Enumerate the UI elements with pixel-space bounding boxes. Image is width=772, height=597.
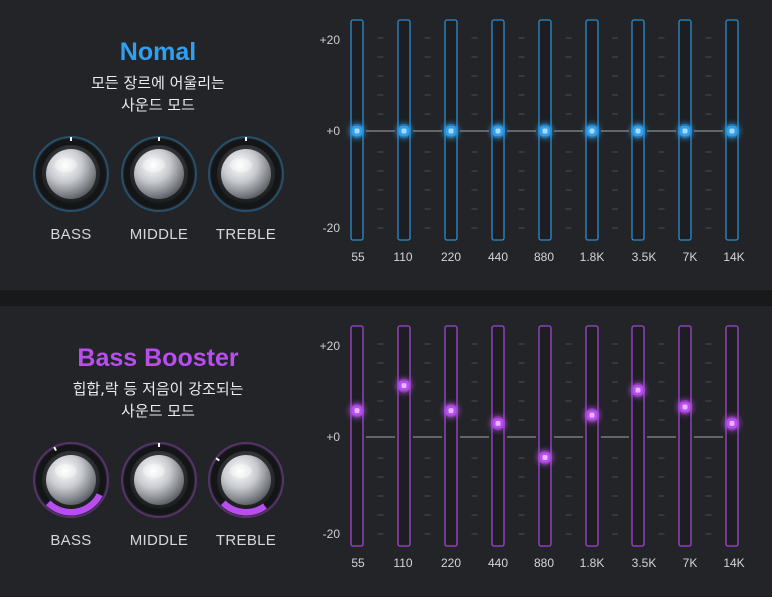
knob-cap xyxy=(221,149,271,199)
treble-knob[interactable] xyxy=(206,134,286,214)
freq-label: 3.5K xyxy=(631,556,657,570)
treble-knob[interactable] xyxy=(206,440,286,520)
freq-label: 220 xyxy=(440,250,462,264)
section-divider xyxy=(0,290,772,306)
eq-slider-handle-core xyxy=(635,128,641,134)
bass-knob[interactable] xyxy=(31,134,111,214)
freq-label: 440 xyxy=(487,556,509,570)
db-label-zero: +0 xyxy=(326,430,340,444)
knob-highlight xyxy=(143,464,165,478)
freq-label: 880 xyxy=(533,250,555,264)
eq-slider-handle-core xyxy=(682,128,688,134)
db-label-min: -20 xyxy=(322,527,340,541)
freq-label: 110 xyxy=(393,250,413,264)
freq-label: 440 xyxy=(487,250,509,264)
equalizer: +20 +0 -20 55 110 220 440 880 1.8K 3.5K … xyxy=(300,306,772,596)
bass-knob[interactable] xyxy=(31,440,111,520)
equalizer: +20 +0 -20 55 110 220 440 880 1.8K 3.5K … xyxy=(300,0,772,290)
knob-cap xyxy=(134,455,184,505)
knob-highlight xyxy=(230,158,252,172)
freq-label: 55 xyxy=(351,556,365,570)
mode-panel-normal: Nomal 모든 장르에 어울리는 사운드 모드 BASS MIDDLE TRE… xyxy=(0,0,772,290)
eq-slider-handle-core xyxy=(542,454,548,460)
knob-highlight xyxy=(55,158,77,172)
freq-label: 14K xyxy=(723,250,745,264)
knob-label-treble: TREBLE xyxy=(215,532,277,549)
knob-level-arc xyxy=(45,492,103,516)
mode-panel-bass-booster: Bass Booster 힙합,락 등 저음이 강조되는 사운드 모드 BASS… xyxy=(0,306,772,596)
knob-indicator xyxy=(53,446,57,452)
knob-highlight xyxy=(143,158,165,172)
knob-label-middle: MIDDLE xyxy=(129,532,189,549)
eq-slider-handle-core xyxy=(448,128,454,134)
freq-label: 1.8K xyxy=(579,250,605,264)
knob-cap xyxy=(221,455,271,505)
eq-slider-track[interactable] xyxy=(725,325,739,547)
eq-slider-handle-core xyxy=(401,383,407,389)
freq-label: 880 xyxy=(533,556,555,570)
eq-slider-handle-core xyxy=(542,128,548,134)
knob-cap xyxy=(46,455,96,505)
eq-slider-handle-core xyxy=(635,387,641,393)
knob-cap xyxy=(46,149,96,199)
freq-label: 55 xyxy=(351,250,365,264)
eq-slider-track[interactable] xyxy=(631,325,645,547)
mode-description: 힙합,락 등 저음이 강조되는 사운드 모드 xyxy=(48,378,268,422)
eq-slider-track[interactable] xyxy=(397,325,411,547)
eq-slider-handle-core xyxy=(682,404,688,410)
mode-description: 모든 장르에 어울리는 사운드 모드 xyxy=(48,72,268,116)
db-label-max: +20 xyxy=(319,33,340,47)
eq-slider-track[interactable] xyxy=(444,325,458,547)
db-label-zero: +0 xyxy=(326,124,340,138)
eq-slider-handle-core xyxy=(354,128,360,134)
knob-label-middle: MIDDLE xyxy=(129,226,189,243)
knob-indicator xyxy=(215,457,220,462)
freq-label: 3.5K xyxy=(631,250,657,264)
mode-description-line: 사운드 모드 xyxy=(121,96,195,114)
knob-label-treble: TREBLE xyxy=(215,226,277,243)
eq-slider-handle-core xyxy=(448,408,454,414)
mode-description-line: 힙합,락 등 저음이 강조되는 xyxy=(72,380,244,398)
knob-highlight xyxy=(55,464,77,478)
knob-track xyxy=(208,442,284,518)
eq-slider-handle-core xyxy=(354,408,360,414)
middle-knob[interactable] xyxy=(119,440,199,520)
mode-title: Bass Booster xyxy=(77,344,239,372)
freq-label: 14K xyxy=(723,556,745,570)
db-label-min: -20 xyxy=(322,221,340,235)
knob-label-bass: BASS xyxy=(50,226,92,243)
freq-label: 110 xyxy=(393,556,413,570)
freq-label: 7K xyxy=(682,250,698,264)
eq-slider-handle-core xyxy=(401,128,407,134)
knob-cap xyxy=(134,149,184,199)
eq-slider-handle-core xyxy=(729,128,735,134)
eq-slider-track[interactable] xyxy=(350,325,364,547)
knob-label-bass: BASS xyxy=(50,532,92,549)
knob-level-arc xyxy=(220,500,267,516)
eq-slider-track[interactable] xyxy=(678,325,692,547)
mode-title: Nomal xyxy=(119,38,197,66)
eq-slider-track[interactable] xyxy=(585,325,599,547)
knob-highlight xyxy=(230,464,252,478)
eq-graph xyxy=(350,19,739,241)
eq-slider-handle-core xyxy=(589,412,595,418)
eq-slider-handle-core xyxy=(589,128,595,134)
eq-slider-handle-core xyxy=(729,420,735,426)
eq-slider-handle-core xyxy=(495,420,501,426)
eq-graph xyxy=(350,325,739,547)
eq-slider-track[interactable] xyxy=(491,325,505,547)
freq-label: 7K xyxy=(682,556,698,570)
eq-slider-handle-core xyxy=(495,128,501,134)
mode-description-line: 모든 장르에 어울리는 xyxy=(91,74,225,92)
eq-slider-track[interactable] xyxy=(538,325,552,547)
middle-knob[interactable] xyxy=(119,134,199,214)
knob-track xyxy=(33,442,109,518)
freq-label: 220 xyxy=(440,556,462,570)
freq-label: 1.8K xyxy=(579,556,605,570)
mode-description-line: 사운드 모드 xyxy=(121,402,195,420)
db-label-max: +20 xyxy=(319,339,340,353)
